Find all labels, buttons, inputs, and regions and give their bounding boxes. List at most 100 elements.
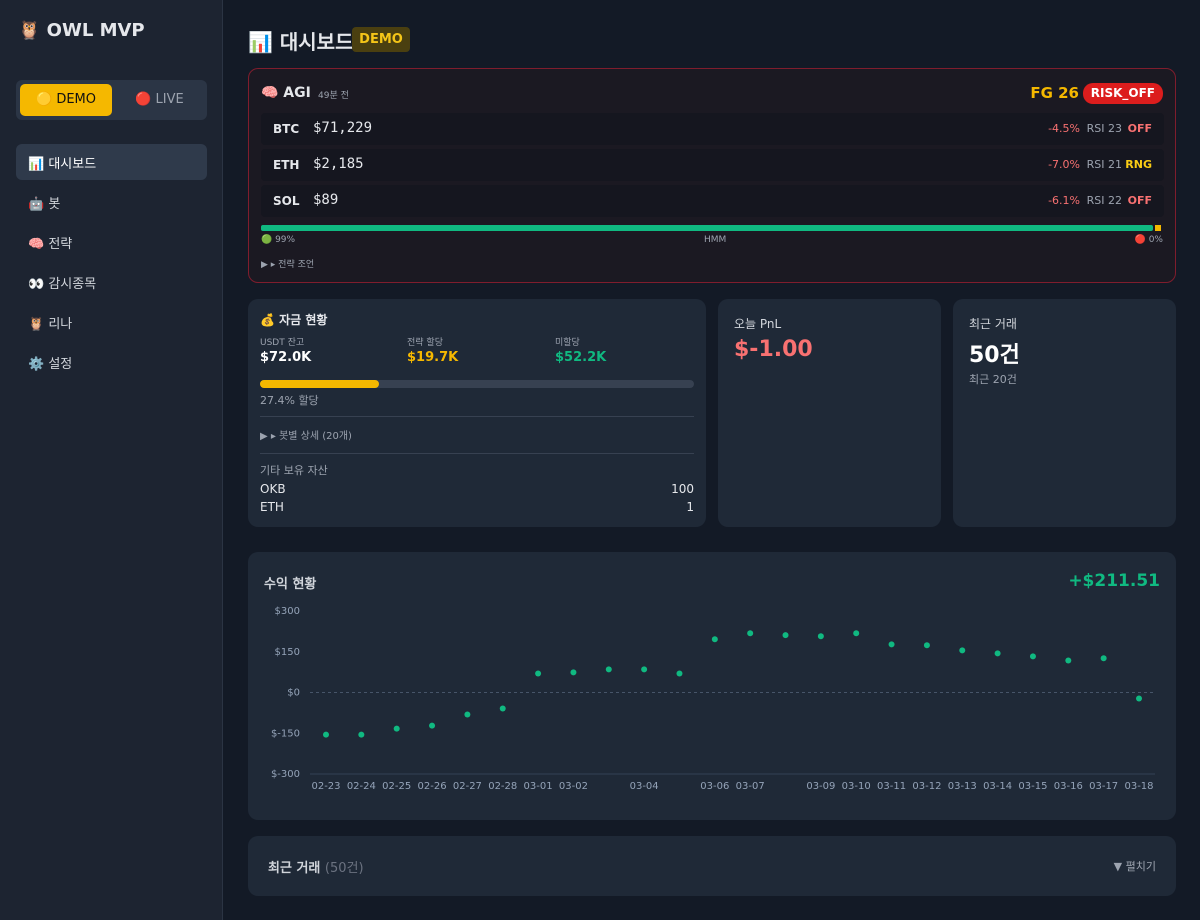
pnl-value: $-1.00: [734, 337, 813, 362]
stat-value: $72.0K: [260, 350, 312, 365]
point: [747, 630, 754, 637]
allocation-bar: [260, 380, 379, 388]
price: $71,229: [313, 120, 373, 136]
stat-value: $52.2K: [555, 350, 607, 365]
regime-badge: RISK_OFF: [1082, 83, 1163, 104]
x-tick-label: 03-12: [912, 781, 941, 792]
x-tick-label: 02-23: [311, 781, 340, 792]
chart-title: 수익 현황: [264, 577, 317, 592]
hmm-label: HMM: [704, 235, 727, 245]
point: [1029, 653, 1036, 660]
allocation-label: 27.4% 할당: [260, 394, 319, 407]
state: RNG: [1125, 158, 1152, 171]
advice-toggle[interactable]: ▶ ▸ 전략 조언: [261, 260, 315, 270]
asset-row: SOL $89 -6.1% RSI 22 OFF: [261, 185, 1164, 217]
bot-details[interactable]: ▸ 봇별 상세 (20개): [270, 431, 352, 442]
rsi: RSI 21: [1086, 158, 1122, 171]
x-tick-label: 03-10: [842, 781, 871, 792]
point: [711, 636, 718, 643]
point: [888, 641, 895, 648]
mode-live[interactable]: 🔴 LIVE: [135, 92, 184, 107]
nav-item[interactable]: 🤖 봇: [28, 197, 61, 212]
point: [358, 731, 365, 738]
nav-item[interactable]: 👀 감시종목: [28, 277, 97, 292]
point: [853, 630, 860, 637]
x-tick-label: 03-07: [736, 781, 765, 792]
allocation-track: [260, 380, 694, 388]
recent-trades-count: (50건): [324, 861, 364, 876]
profit-card: 수익 현황 +$211.51: [248, 552, 1176, 820]
x-tick-label: 02-26: [418, 781, 447, 792]
y-tick-label: $300: [275, 606, 300, 617]
point: [641, 666, 648, 673]
fear-greed: FG 26: [1030, 84, 1079, 102]
x-tick-label: 02-28: [488, 781, 517, 792]
change: -4.5%: [1048, 122, 1080, 135]
trades-note: 최근 20건: [969, 373, 1017, 386]
hmm-bear-label: 🔴 0%: [1134, 235, 1163, 245]
x-tick-label: 03-09: [806, 781, 835, 792]
nav-item[interactable]: ⚙️ 설정: [28, 357, 73, 372]
y-tick-label: $-150: [271, 728, 300, 739]
agi-title: 🧠 AGI: [261, 85, 311, 101]
x-tick-label: 03-13: [948, 781, 977, 792]
y-tick-label: $-300: [271, 769, 300, 780]
trades-value: 50건: [969, 343, 1020, 368]
x-tick-label: 02-24: [347, 781, 376, 792]
y-tick-label: $150: [275, 647, 300, 658]
recent-trades-card[interactable]: 최근 거래 (50건) ▼ 펼치기: [248, 836, 1176, 896]
trades-card: 최근 거래 50건 최근 20건: [953, 299, 1176, 527]
mode-toggle: 🟡 DEMO 🔴 LIVE: [16, 80, 207, 120]
rsi: RSI 23: [1086, 122, 1122, 135]
bot-details-toggle[interactable]: ▶ ▸ 봇별 상세 (20개): [260, 431, 352, 442]
funds-title: 💰 자금 현황: [260, 313, 328, 327]
page-title: 📊 대시보드: [248, 30, 354, 54]
other-title: 기타 보유 자산: [260, 464, 328, 477]
point: [817, 633, 824, 640]
y-tick-label: $0: [287, 688, 300, 699]
x-tick-label: 03-11: [877, 781, 906, 792]
state: OFF: [1127, 122, 1152, 135]
pnl-card: 오늘 PnL $-1.00: [718, 299, 941, 527]
asset-name: ETH: [260, 500, 284, 514]
recent-trades-title: 최근 거래 (50건): [268, 857, 364, 876]
divider: [260, 416, 694, 417]
asset-row: ETH $2,185 -7.0% RSI 21 RNG: [261, 149, 1164, 181]
point: [994, 650, 1001, 657]
nav-item[interactable]: 🦉 리나: [28, 317, 73, 332]
point: [1100, 655, 1107, 662]
x-tick-label: 03-04: [630, 781, 659, 792]
mode-badge: DEMO: [352, 27, 410, 52]
symbol: ETH: [273, 158, 300, 172]
hmm-bull: [261, 225, 1153, 231]
point: [676, 670, 683, 677]
point: [923, 642, 930, 649]
asset-name: OKB: [260, 482, 286, 496]
advice[interactable]: ▸ 전략 조언: [270, 260, 315, 270]
x-tick-label: 03-01: [524, 781, 553, 792]
trades-title: 최근 거래: [969, 317, 1017, 331]
point: [323, 731, 329, 738]
nav-active-bg: [16, 144, 207, 180]
nav-item[interactable]: 🧠 전략: [28, 237, 73, 252]
point: [429, 722, 436, 729]
symbol: SOL: [273, 194, 300, 208]
x-tick-label: 03-18: [1124, 781, 1153, 792]
pnl-title: 오늘 PnL: [734, 317, 782, 331]
nav-item[interactable]: 📊 대시보드: [28, 157, 97, 172]
rsi: RSI 22: [1086, 194, 1122, 207]
state: OFF: [1127, 194, 1152, 207]
asset-amount: 1: [686, 500, 694, 514]
expand-toggle[interactable]: ▼ 펼치기: [1113, 860, 1156, 873]
x-tick-label: 03-14: [983, 781, 1012, 792]
x-tick-label: 03-15: [1018, 781, 1047, 792]
mode-demo[interactable]: 🟡 DEMO: [20, 84, 112, 116]
hmm-bull-label: 🟢 99%: [261, 235, 296, 245]
point: [782, 632, 789, 639]
agi-card: 🧠 AGI 49분 전 FG 26 RISK_OFF BTC $71,229 -…: [248, 68, 1176, 283]
point: [959, 647, 966, 654]
change: -6.1%: [1048, 194, 1080, 207]
point: [1136, 695, 1142, 702]
